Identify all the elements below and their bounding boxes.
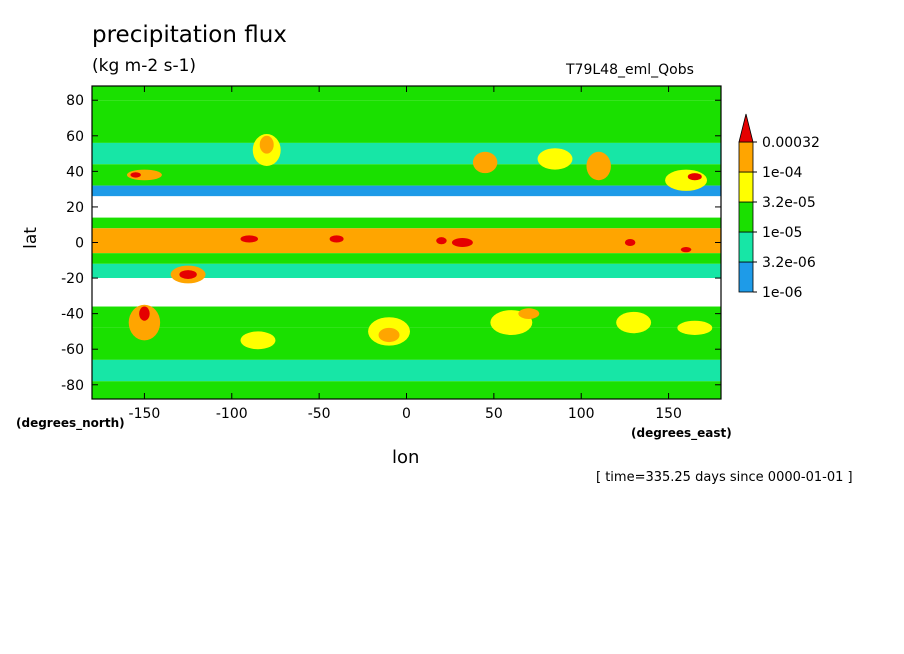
precip-feature xyxy=(130,172,141,178)
colorbar-extend-max xyxy=(738,113,754,143)
precip-feature xyxy=(139,306,150,321)
lat-band xyxy=(92,263,721,279)
lat-band xyxy=(92,306,721,328)
lat-band xyxy=(92,185,721,197)
y-tick-label: 0 xyxy=(75,236,84,252)
precip-feature xyxy=(616,311,652,334)
x-axis-label: lon xyxy=(392,447,420,468)
y-tick-label: -20 xyxy=(61,271,84,287)
colorbar-label: 1e-04 xyxy=(762,165,802,181)
lat-band xyxy=(92,100,721,143)
lat-band xyxy=(92,86,721,101)
x-tick-label: -50 xyxy=(308,406,331,422)
x-tick-label: 0 xyxy=(402,406,411,422)
precip-feature xyxy=(240,235,258,243)
precip-feature xyxy=(665,169,708,191)
y-tick-label: -80 xyxy=(61,378,84,394)
plot-area xyxy=(92,86,721,399)
precip-feature xyxy=(677,320,713,335)
x-tick-label: 100 xyxy=(568,406,595,422)
precip-feature xyxy=(259,135,274,154)
x-tick-label: 50 xyxy=(485,406,503,422)
lat-band xyxy=(92,253,721,264)
colorbar-box xyxy=(738,141,754,173)
precip-feature xyxy=(624,238,636,247)
y-axis-units: (degrees_north) xyxy=(16,416,125,430)
colorbar-box xyxy=(738,231,754,263)
y-tick-label: -40 xyxy=(61,307,84,323)
colorbar-box xyxy=(738,201,754,233)
x-tick-label: -100 xyxy=(216,406,248,422)
precip-feature xyxy=(329,235,344,243)
timestamp-note: [ time=335.25 days since 0000-01-01 ] xyxy=(596,470,853,485)
colorbar: 1e-06 3.2e-06 1e-05 3.2e-05 1e-04 0.00032 xyxy=(738,113,820,301)
precip-feature xyxy=(472,151,498,174)
x-tick-label: 150 xyxy=(655,406,682,422)
colorbar-box xyxy=(738,261,754,293)
y-tick-label: 40 xyxy=(66,164,84,180)
axes: -150 -100 -50 0 50 100 150 80 60 40 20 0 -20 -40 -60 -8… xyxy=(61,86,721,422)
colorbar-label: 1e-06 xyxy=(762,285,802,301)
precip-feature xyxy=(518,308,540,319)
y-tick-label: 80 xyxy=(66,93,84,109)
x-axis-units: (degrees_east) xyxy=(631,426,732,440)
lat-band xyxy=(92,359,721,382)
lat-band xyxy=(92,164,721,186)
y-tick-label: 60 xyxy=(66,129,84,145)
lat-band xyxy=(92,278,721,307)
precip-feature xyxy=(179,270,197,279)
precip-feature xyxy=(586,151,611,181)
x-tick-label: -150 xyxy=(129,406,161,422)
precip-feature xyxy=(436,237,447,245)
y-tick-label: 20 xyxy=(66,200,84,216)
colorbar-label: 3.2e-06 xyxy=(762,255,816,271)
chart-units: (kg m-2 s-1) xyxy=(92,56,197,76)
precip-feature xyxy=(687,173,702,181)
precip-feature xyxy=(378,327,400,343)
lat-band xyxy=(92,217,721,229)
colorbar-box xyxy=(738,171,754,203)
precip-feature xyxy=(240,331,276,350)
colorbar-label: 1e-05 xyxy=(762,225,802,241)
precip-feature xyxy=(537,148,573,170)
precip-feature xyxy=(680,246,692,253)
lat-band xyxy=(92,142,721,165)
run-name: T79L48_eml_Qobs xyxy=(566,62,694,78)
chart-title: precipitation flux xyxy=(92,22,287,48)
lat-band xyxy=(92,228,721,254)
y-tick-label: -60 xyxy=(61,342,84,358)
precip-feature xyxy=(451,238,473,247)
colorbar-label: 0.00032 xyxy=(762,135,820,151)
lat-band xyxy=(92,196,721,218)
precip-feature xyxy=(128,304,161,341)
lat-band xyxy=(92,381,721,399)
colorbar-label: 3.2e-05 xyxy=(762,195,816,211)
